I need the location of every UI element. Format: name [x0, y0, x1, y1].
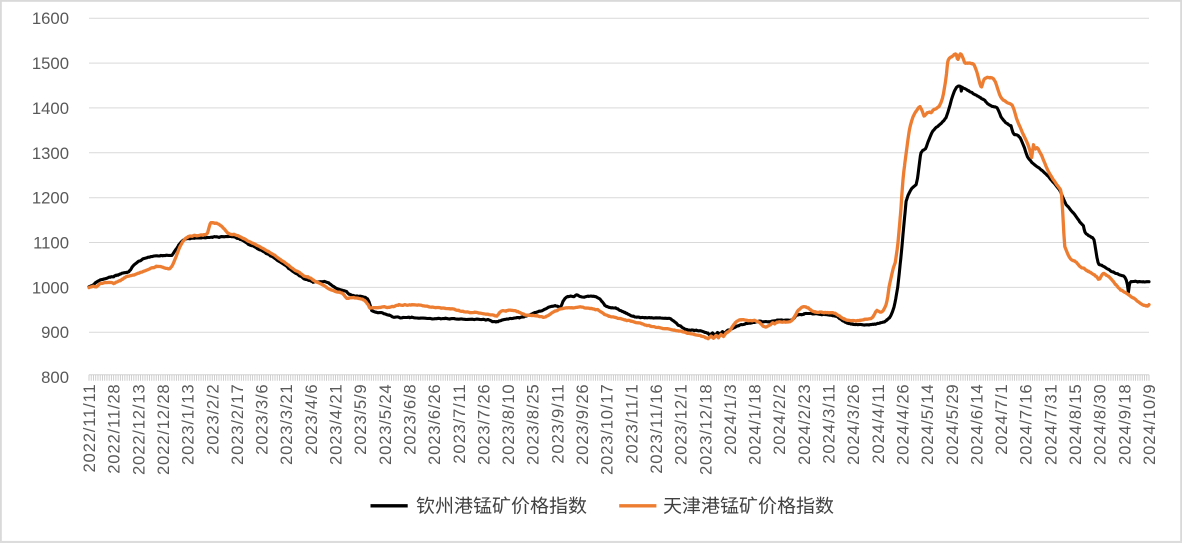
svg-text:1300: 1300 — [32, 144, 69, 163]
svg-text:2023/4/21: 2023/4/21 — [327, 384, 346, 465]
svg-text:2022/12/28: 2022/12/28 — [154, 384, 173, 476]
svg-text:1100: 1100 — [33, 234, 69, 253]
svg-text:1500: 1500 — [32, 54, 69, 73]
svg-text:2023/12/18: 2023/12/18 — [696, 384, 715, 476]
svg-text:900: 900 — [41, 323, 69, 342]
svg-text:2023/2/2: 2023/2/2 — [203, 384, 222, 455]
svg-text:2023/6/8: 2023/6/8 — [401, 384, 420, 455]
svg-text:2023/5/9: 2023/5/9 — [351, 384, 370, 455]
svg-text:2023/4/6: 2023/4/6 — [302, 384, 321, 455]
svg-text:2023/6/26: 2023/6/26 — [425, 384, 444, 465]
svg-text:2024/10/9: 2024/10/9 — [1140, 384, 1159, 465]
svg-text:2023/1/13: 2023/1/13 — [179, 384, 198, 465]
svg-text:2023/2/17: 2023/2/17 — [228, 384, 247, 465]
svg-text:2023/5/24: 2023/5/24 — [376, 384, 395, 465]
svg-text:2022/12/13: 2022/12/13 — [129, 384, 148, 476]
svg-text:2024/7/31: 2024/7/31 — [1041, 384, 1060, 465]
svg-text:2023/8/25: 2023/8/25 — [524, 384, 543, 465]
svg-text:1600: 1600 — [32, 9, 69, 28]
svg-text:2024/3/11: 2024/3/11 — [820, 384, 839, 464]
svg-text:2022/11/11: 2022/11/11 — [80, 384, 99, 473]
svg-text:2023/11/16: 2023/11/16 — [647, 384, 666, 474]
svg-text:2023/9/26: 2023/9/26 — [573, 384, 592, 465]
svg-text:2023/3/21: 2023/3/21 — [277, 384, 296, 465]
svg-text:2024/5/29: 2024/5/29 — [943, 384, 962, 465]
svg-text:2023/8/10: 2023/8/10 — [499, 384, 518, 465]
svg-text:1200: 1200 — [32, 189, 69, 208]
svg-text:2024/7/1: 2024/7/1 — [992, 384, 1011, 455]
svg-text:2024/4/11: 2024/4/11 — [869, 384, 888, 464]
svg-text:1000: 1000 — [32, 278, 69, 297]
svg-text:2024/1/18: 2024/1/18 — [746, 384, 765, 465]
svg-text:2023/11/1: 2023/11/1 — [622, 384, 641, 464]
svg-text:2024/8/30: 2024/8/30 — [1091, 384, 1110, 465]
svg-text:2024/8/15: 2024/8/15 — [1066, 384, 1085, 465]
svg-text:2023/3/6: 2023/3/6 — [253, 384, 272, 455]
svg-text:2024/4/26: 2024/4/26 — [894, 384, 913, 465]
svg-text:2024/6/14: 2024/6/14 — [967, 384, 986, 465]
svg-text:2024/5/14: 2024/5/14 — [918, 384, 937, 465]
svg-text:1400: 1400 — [32, 99, 69, 118]
svg-text:2022/11/28: 2022/11/28 — [105, 384, 124, 474]
svg-text:2024/2/23: 2024/2/23 — [795, 384, 814, 465]
svg-text:2024/7/16: 2024/7/16 — [1017, 384, 1036, 465]
svg-text:2024/2/2: 2024/2/2 — [770, 384, 789, 455]
svg-text:2023/9/11: 2023/9/11 — [548, 384, 567, 464]
svg-text:2023/7/11: 2023/7/11 — [450, 384, 469, 464]
svg-text:2023/7/26: 2023/7/26 — [474, 384, 493, 465]
svg-text:800: 800 — [41, 368, 69, 387]
svg-text:2024/3/26: 2024/3/26 — [844, 384, 863, 465]
svg-text:2024/9/18: 2024/9/18 — [1115, 384, 1134, 465]
svg-text:2023/12/1: 2023/12/1 — [672, 384, 691, 465]
svg-text:2023/10/17: 2023/10/17 — [598, 384, 617, 476]
svg-text:2024/1/3: 2024/1/3 — [721, 384, 740, 455]
